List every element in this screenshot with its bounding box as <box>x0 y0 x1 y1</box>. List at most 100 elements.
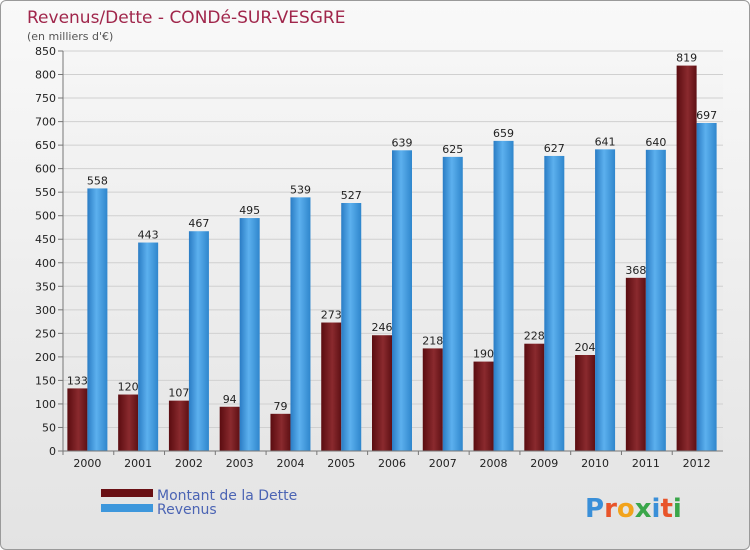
chart-title: Revenus/Dette - CONDé-SUR-VESGRE <box>27 8 345 28</box>
y-tick-label: 550 <box>35 186 56 199</box>
bar-revenus <box>442 156 463 451</box>
bar-revenus <box>188 231 209 451</box>
y-tick-label: 350 <box>35 280 56 293</box>
bar-revenus-value-label: 641 <box>595 135 616 148</box>
bar-revenus <box>290 197 311 451</box>
bar-dette <box>473 361 494 451</box>
bar-dette <box>625 277 646 451</box>
y-tick-label: 0 <box>49 445 56 458</box>
bar-revenus-value-label: 627 <box>544 142 565 155</box>
bar-dette-value-label: 246 <box>372 321 393 334</box>
legend-swatch-revenus <box>101 504 153 512</box>
logo-letter: t <box>660 494 672 524</box>
bar-revenus <box>239 218 260 451</box>
x-tick-label: 2000 <box>73 457 101 470</box>
bar-revenus-value-label: 625 <box>442 143 463 156</box>
bar-dette-value-label: 79 <box>273 400 287 413</box>
bar-revenus <box>87 188 108 452</box>
legend-label-dette: Montant de la Dette <box>157 488 297 504</box>
x-tick-label: 2006 <box>378 457 406 470</box>
bar-dette-value-label: 107 <box>168 387 189 400</box>
y-tick-label: 700 <box>35 116 56 129</box>
x-tick-label: 2001 <box>124 457 152 470</box>
legend-label-revenus: Revenus <box>157 502 217 518</box>
y-tick-label: 50 <box>42 421 56 434</box>
y-tick-label: 400 <box>35 257 56 270</box>
bar-revenus-value-label: 659 <box>493 127 514 140</box>
bar-revenus <box>595 149 616 451</box>
logo-letter: r <box>604 494 617 524</box>
y-tick-label: 500 <box>35 210 56 223</box>
x-tick-label: 2003 <box>226 457 254 470</box>
y-tick-label: 750 <box>35 92 56 105</box>
y-tick-label: 300 <box>35 304 56 317</box>
y-tick-label: 100 <box>35 398 56 411</box>
bar-dette <box>321 322 342 451</box>
bar-revenus-value-label: 495 <box>239 204 260 217</box>
logo-letter: P <box>585 494 604 524</box>
x-tick-label: 2007 <box>429 457 457 470</box>
bar-dette <box>118 394 139 451</box>
x-tick-label: 2010 <box>581 457 609 470</box>
bar-revenus-value-label: 558 <box>87 174 108 187</box>
bar-revenus-value-label: 467 <box>188 217 209 230</box>
bar-dette-value-label: 273 <box>321 309 342 322</box>
bar-dette <box>219 406 240 451</box>
y-tick-label: 450 <box>35 233 56 246</box>
bar-dette-value-label: 204 <box>575 341 596 354</box>
bar-dette <box>372 335 392 451</box>
y-tick-label: 600 <box>35 163 56 176</box>
bar-revenus-value-label: 539 <box>290 183 311 196</box>
bar-dette <box>270 413 291 451</box>
bar-revenus <box>696 123 717 451</box>
bar-dette <box>67 388 88 451</box>
bar-dette-value-label: 94 <box>223 393 237 406</box>
bar-revenus-value-label: 697 <box>696 109 717 122</box>
y-tick-label: 150 <box>35 374 56 387</box>
x-tick-label: 2012 <box>683 457 711 470</box>
legend: Montant de la Dette Revenus <box>101 488 297 518</box>
bar-dette-value-label: 368 <box>625 264 646 277</box>
bar-revenus <box>138 242 159 451</box>
y-tick-label: 200 <box>35 351 56 364</box>
proxiti-logo: Proxiti <box>585 494 682 524</box>
bar-revenus-value-label: 443 <box>138 229 159 242</box>
x-tick-label: 2005 <box>327 457 355 470</box>
y-tick-label: 800 <box>35 69 56 82</box>
bar-dette-value-label: 218 <box>422 334 443 347</box>
legend-swatch-dette <box>101 489 153 497</box>
x-tick-label: 2004 <box>276 457 304 470</box>
bar-dette-value-label: 190 <box>473 348 494 361</box>
logo-letter: o <box>617 494 635 524</box>
logo-letter: x <box>635 494 652 524</box>
axes: 0 50 100 150 200 250 300 350 400 450 500 550 600 650 7… <box>35 45 723 470</box>
bar-dette-value-label: 133 <box>67 374 88 387</box>
y-tick-label: 650 <box>35 139 56 152</box>
bar-dette <box>524 343 545 451</box>
x-tick-label: 2009 <box>530 457 558 470</box>
bar-dette <box>676 65 697 452</box>
x-tick-label: 2008 <box>480 457 508 470</box>
bar-revenus-value-label: 639 <box>392 136 413 149</box>
logo-letter: i <box>673 494 682 524</box>
bar-revenus-value-label: 640 <box>645 136 666 149</box>
bar-dette-value-label: 819 <box>676 52 697 65</box>
x-tick-label: 2011 <box>632 457 660 470</box>
chart-subtitle: (en milliers d'€) <box>27 30 113 43</box>
bar-dette <box>168 400 189 451</box>
bar-dette-value-label: 228 <box>524 330 545 343</box>
bar-revenus <box>493 140 514 451</box>
bar-dette <box>575 355 596 451</box>
bar-revenus-value-label: 527 <box>341 189 362 202</box>
bar-dette <box>422 348 443 451</box>
bar-dette-value-label: 120 <box>118 381 139 394</box>
y-tick-label: 250 <box>35 327 56 340</box>
bar-revenus <box>544 155 565 452</box>
bar-revenus <box>341 203 362 451</box>
y-tick-label: 850 <box>35 45 56 58</box>
logo-letter: i <box>652 494 661 524</box>
x-tick-label: 2002 <box>175 457 203 470</box>
bars: 133 558 120 443 107 467 94 495 79 539 273 527 246 639… <box>67 52 717 452</box>
